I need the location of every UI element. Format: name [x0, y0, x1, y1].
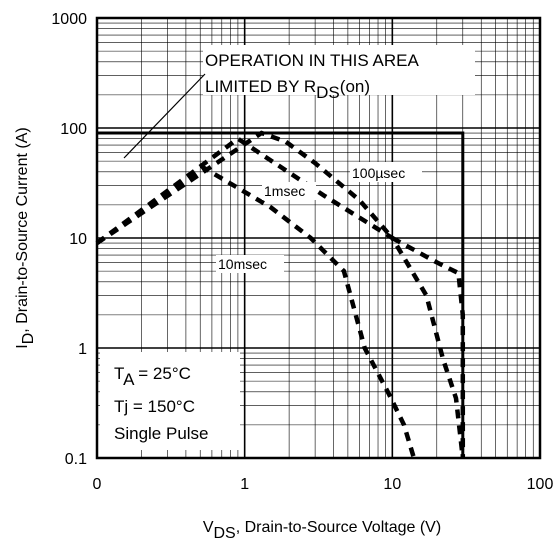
curve-100-sec [95, 130, 466, 458]
pulse-curves [95, 130, 466, 459]
x-tick-label: 10 [383, 476, 401, 493]
curve-label: 10msec [218, 256, 267, 272]
x-axis-title: VDS, Drain-to-Source Voltage (V) [203, 519, 441, 542]
rdson-annotation: OPERATION IN THIS AREA LIMITED BY RDS(on… [123, 45, 475, 159]
annotation-background [203, 45, 475, 95]
plot-frame [95, 16, 542, 460]
y-tick-labels: 1000 100 10 1 0.1 [51, 11, 87, 468]
y-axis-title: ID, Drain-to-Source Current (A) [14, 127, 37, 348]
curve-1msec [95, 135, 466, 459]
y-tick-label: 1000 [51, 11, 87, 28]
curve-label-background [216, 255, 284, 273]
x-tick-labels: 0 1 10 100 [93, 476, 554, 493]
conditions-box: TA = 25°C Tj = 150°C Single Pulse [100, 352, 240, 450]
x-tick-label: 1 [240, 476, 249, 493]
curve-10msec [95, 164, 417, 459]
x-tick-label: 100 [527, 476, 554, 493]
annotation-line-1: OPERATION IN THIS AREA [205, 51, 419, 70]
curve-label-background [262, 182, 316, 200]
curve-label: 1msec [264, 183, 305, 199]
y-tick-label: 0.1 [65, 451, 87, 468]
pulse-condition: Single Pulse [114, 424, 209, 443]
y-tick-label: 10 [69, 231, 87, 248]
tj-condition: Tj = 150°C [114, 397, 195, 416]
curve-label: 100µsec [352, 165, 405, 181]
y-tick-label: 1 [78, 341, 87, 358]
y-tick-label: 100 [60, 121, 87, 138]
annotation-line-2: LIMITED BY RDS(on) [205, 77, 370, 102]
ta-condition: TA = 25°C [114, 364, 191, 389]
annotation-leader-line [123, 73, 206, 159]
curve-label-background [350, 162, 422, 182]
curve-labels: 100µsec 1msec 10msec [216, 162, 422, 273]
x-tick-label: 0 [93, 476, 102, 493]
conditions-background [100, 352, 240, 450]
